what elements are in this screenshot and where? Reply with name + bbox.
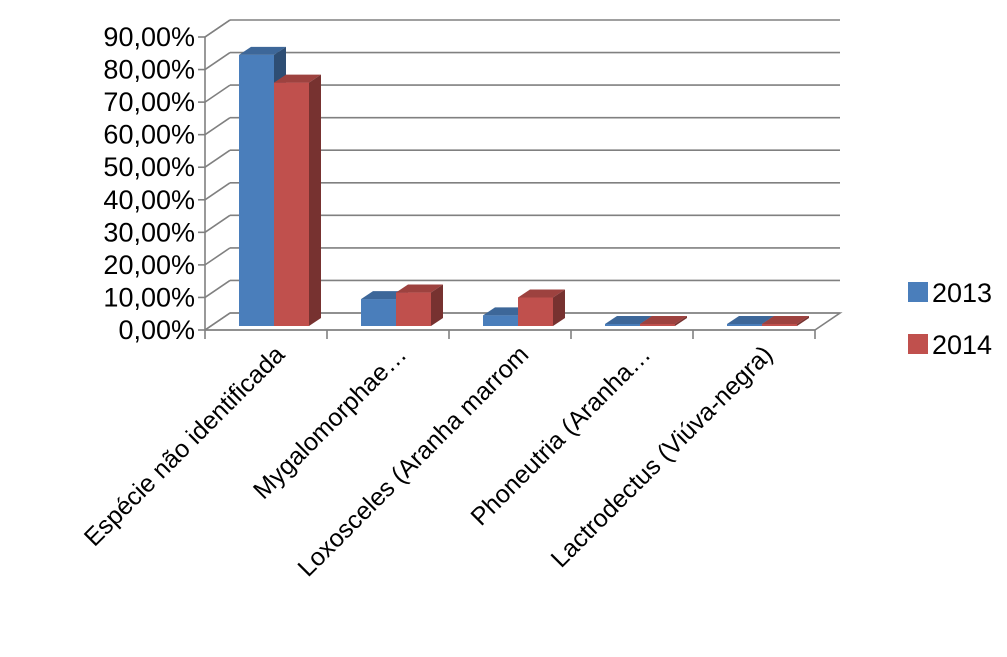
y-tick-label: 10,00%	[103, 282, 195, 312]
y-tick-label: 50,00%	[103, 152, 195, 182]
y-tick-label: 80,00%	[103, 55, 195, 85]
x-axis-category-labels: Espécie não identificadaMygalomorphae…Lo…	[79, 340, 778, 582]
bar-front	[483, 315, 518, 326]
x-category-label: Loxosceles (Aranha marrom	[292, 340, 534, 582]
bar	[274, 75, 321, 326]
legend-label: 2014	[932, 330, 992, 360]
y-tick-label: 20,00%	[103, 250, 195, 280]
legend-swatch	[908, 334, 928, 354]
bar	[396, 285, 443, 326]
gridline-side	[205, 215, 230, 232]
bar-front	[727, 324, 762, 326]
gridline-side	[205, 150, 230, 167]
y-tick-label: 60,00%	[103, 120, 195, 150]
bar-front	[396, 293, 431, 326]
x-category-label: Lactrodectus (Viúva-negra)	[546, 340, 779, 573]
y-tick-label: 90,00%	[103, 22, 195, 52]
bar-front	[605, 324, 640, 326]
bar-side	[309, 75, 321, 326]
bar-front	[518, 297, 553, 326]
x-category-label: Espécie não identificada	[79, 340, 291, 552]
bar-front	[640, 324, 675, 326]
bar-front	[239, 55, 274, 326]
gridline-side	[205, 85, 230, 102]
y-tick-label: 0,00%	[118, 315, 195, 345]
y-tick-label: 70,00%	[103, 87, 195, 117]
y-tick-label: 30,00%	[103, 217, 195, 247]
bar-front	[274, 83, 309, 326]
gridline-side	[205, 280, 230, 297]
x-axis	[205, 330, 815, 339]
legend: 2013 2014	[908, 278, 992, 360]
bar-front	[361, 299, 396, 326]
y-tick-label: 40,00%	[103, 185, 195, 215]
y-axis-tick-labels: 0,00%10,00%20,00%30,00%40,00%50,00%60,00…	[103, 22, 195, 345]
gridline-side	[205, 313, 230, 330]
gridline-side	[205, 248, 230, 265]
bars	[239, 47, 809, 326]
legend-swatch	[908, 282, 928, 302]
bar	[518, 289, 565, 326]
gridline-side	[205, 53, 230, 70]
bar-front	[762, 324, 797, 326]
gridline-side	[205, 183, 230, 200]
gridline-side	[205, 118, 230, 135]
gridline-side	[205, 20, 230, 37]
legend-label: 2013	[932, 278, 992, 308]
